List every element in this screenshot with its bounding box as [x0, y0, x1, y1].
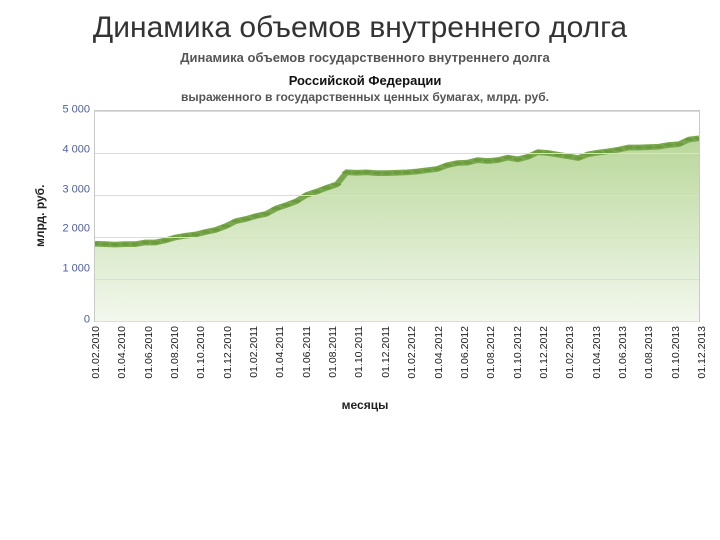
x-tick-label: 01.06.2011 — [301, 326, 313, 378]
x-tick-label: 01.12.2013 — [696, 326, 708, 379]
x-tick-label: 01.02.2012 — [406, 326, 418, 379]
chart-container: Динамика объемов государственного внутре… — [30, 50, 700, 412]
data-marker — [513, 158, 522, 161]
data-marker — [463, 161, 472, 164]
data-marker — [493, 159, 502, 162]
data-marker — [211, 228, 220, 231]
data-marker — [574, 156, 583, 159]
data-marker — [161, 239, 170, 242]
x-tick-label: 01.06.2012 — [459, 326, 471, 379]
plot-row: млрд. руб. 5 0004 0003 0002 0001 0000 — [30, 110, 700, 322]
data-marker — [453, 161, 462, 164]
grid-line — [95, 153, 699, 154]
chart-subtitle-2: выраженного в государственных ценных бум… — [30, 90, 700, 104]
x-tick-label: 01.06.2013 — [617, 326, 629, 379]
data-marker — [503, 156, 512, 159]
x-tick-label: 01.02.2010 — [90, 326, 102, 379]
data-marker — [402, 171, 411, 174]
data-marker — [382, 172, 391, 175]
y-axis-title: млрд. руб. — [30, 110, 50, 322]
grid-line — [95, 111, 699, 112]
y-tick-label: 1 000 — [62, 264, 90, 275]
x-tick-label: 01.08.2013 — [643, 326, 655, 379]
data-marker — [100, 243, 109, 246]
data-marker — [272, 207, 281, 210]
data-marker — [131, 243, 140, 246]
data-marker — [523, 155, 532, 158]
grid-line — [95, 321, 699, 322]
grid-line — [95, 195, 699, 196]
data-marker — [342, 171, 351, 174]
grid-line — [95, 237, 699, 238]
data-marker — [151, 241, 160, 244]
x-tick-label: 01.02.2011 — [248, 326, 260, 378]
data-marker — [674, 143, 683, 146]
slide-title: Динамика объемов внутреннего долга — [40, 10, 680, 46]
x-tick-label: 01.04.2010 — [116, 326, 128, 379]
data-marker — [191, 233, 200, 236]
data-marker — [614, 148, 623, 151]
data-marker — [362, 171, 371, 174]
data-marker — [241, 217, 250, 220]
data-marker — [282, 203, 291, 206]
chart-subtitle-1: Российской Федерации — [30, 73, 700, 88]
data-marker — [111, 243, 120, 246]
data-marker — [231, 219, 240, 222]
y-tick-label: 2 000 — [62, 224, 90, 235]
data-marker — [201, 230, 210, 233]
y-tick-label: 0 — [84, 314, 90, 325]
x-tick-label: 01.04.2012 — [433, 326, 445, 379]
x-tick-label: 01.10.2012 — [512, 326, 524, 379]
grid-line — [95, 279, 699, 280]
x-tick-label: 01.10.2010 — [195, 326, 207, 379]
data-marker — [443, 164, 452, 167]
data-marker — [413, 170, 422, 173]
data-marker — [664, 143, 673, 146]
x-tick-label: 01.04.2013 — [591, 326, 603, 379]
area-fill — [95, 138, 699, 321]
data-marker — [312, 190, 321, 193]
data-marker — [433, 167, 442, 170]
data-marker — [473, 159, 482, 162]
data-marker — [644, 146, 653, 149]
data-marker — [564, 155, 573, 158]
x-axis-title: месяцы — [30, 398, 700, 412]
x-tick-label: 01.08.2011 — [327, 326, 339, 378]
x-tick-label: 01.06.2010 — [143, 326, 155, 379]
x-tick-label: 01.04.2011 — [274, 326, 286, 378]
data-marker — [483, 159, 492, 162]
data-marker — [352, 171, 361, 174]
data-marker — [221, 224, 230, 227]
y-tick-label: 3 000 — [62, 184, 90, 195]
data-marker — [141, 241, 150, 244]
data-marker — [684, 138, 693, 141]
data-marker — [654, 145, 663, 148]
data-marker — [251, 214, 260, 217]
data-marker — [624, 146, 633, 149]
x-tick-label: 01.02.2013 — [564, 326, 576, 379]
chart-title: Динамика объемов государственного внутре… — [30, 50, 700, 65]
data-marker — [423, 169, 432, 172]
data-marker — [332, 183, 341, 186]
y-tick-label: 5 000 — [62, 105, 90, 116]
y-axis-ticks: 5 0004 0003 0002 0001 0000 — [50, 110, 94, 320]
x-axis-ticks: 01.02.2010 01.04.2010 01.06.2010 01.08.2010… — [90, 326, 700, 396]
plot-area — [94, 110, 700, 322]
data-marker — [372, 172, 381, 175]
data-marker — [292, 200, 301, 203]
data-marker — [262, 212, 271, 215]
x-tick-label: 01.08.2010 — [169, 326, 181, 379]
data-marker — [322, 186, 331, 189]
x-tick-label: 01.10.2011 — [353, 326, 365, 378]
data-marker — [634, 146, 643, 149]
y-tick-label: 4 000 — [62, 144, 90, 155]
data-marker — [392, 171, 401, 174]
x-tick-label: 01.10.2013 — [670, 326, 682, 379]
area-series — [95, 111, 699, 321]
x-tick-label: 01.12.2011 — [380, 326, 392, 378]
x-tick-label: 01.12.2012 — [538, 326, 550, 379]
data-marker — [121, 243, 130, 246]
x-tick-label: 01.12.2010 — [222, 326, 234, 379]
x-tick-label: 01.08.2012 — [485, 326, 497, 379]
